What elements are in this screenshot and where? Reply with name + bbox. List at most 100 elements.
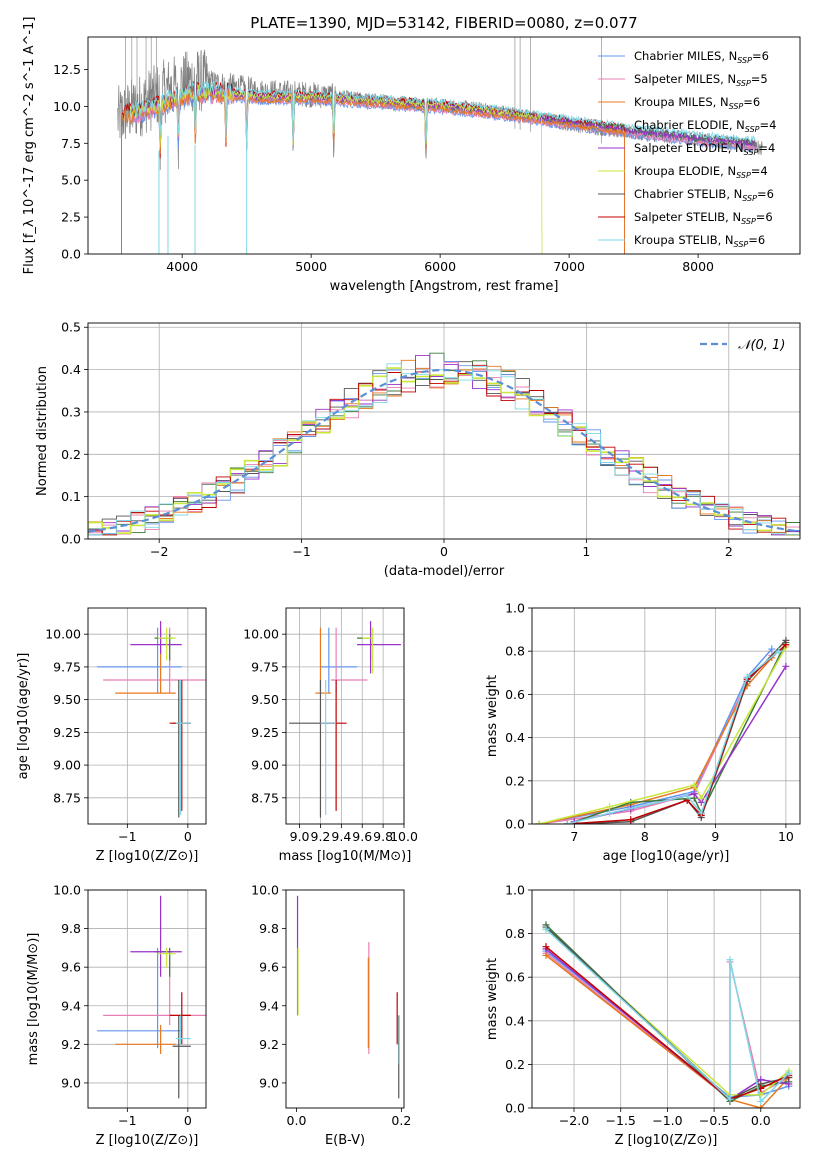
massweight-point-marker bbox=[606, 803, 614, 811]
legend-entry: Salpeter STELIB, NSSP=6 bbox=[634, 210, 773, 226]
legend-nssp-subscript: SSP bbox=[745, 125, 760, 134]
y-tick-label: 0.0 bbox=[505, 817, 525, 832]
age-vs-mass-panel: 9.0 9.2 9.4 9.6 9.810.0 8.75 9.00 9.25 9.50 9.75 1… bbox=[243, 607, 418, 864]
y-tick-label: 9.00 bbox=[251, 758, 279, 773]
y-tick-label: 0.4 bbox=[61, 362, 81, 377]
axes-frame bbox=[285, 889, 405, 1109]
legend-nssp-value: =5 bbox=[751, 72, 768, 86]
x-tick-label: −1.5 bbox=[606, 1113, 636, 1128]
legend-model-name: Chabrier STELIB bbox=[634, 187, 726, 201]
massweight-point-marker bbox=[757, 1097, 765, 1105]
massweight-series-line bbox=[545, 946, 790, 1101]
axes-frame bbox=[87, 36, 801, 255]
y-tick-label: 10.00 bbox=[243, 627, 279, 642]
massweight-point-marker bbox=[690, 781, 698, 789]
legend-nssp-value: =6 bbox=[748, 233, 765, 247]
y-tick-label: 10.00 bbox=[45, 627, 81, 642]
massweight-point-marker bbox=[775, 647, 783, 655]
y-tick-label: 9.0 bbox=[259, 1075, 279, 1090]
legend-nssp-prefix: , N bbox=[720, 72, 736, 86]
axes-frame bbox=[87, 889, 207, 1109]
x-tick-label: −1 bbox=[292, 544, 310, 559]
legend-nssp-subscript: SSP bbox=[729, 102, 744, 111]
histogram-plot-area bbox=[88, 352, 800, 536]
massweight-point-marker bbox=[782, 662, 790, 670]
legend-nssp-subscript: SSP bbox=[737, 56, 752, 65]
legend-entry: Kroupa ELODIE, NSSP=4 bbox=[634, 164, 768, 180]
x-tick-label: 6000 bbox=[424, 259, 456, 274]
y-tick-label: 9.6 bbox=[259, 960, 279, 975]
legend-model-name: Kroupa MILES bbox=[634, 95, 713, 109]
legend-nssp-prefix: , N bbox=[721, 49, 737, 63]
massweight-point-marker bbox=[606, 809, 614, 817]
x-axis-label: (data-model)/error bbox=[384, 564, 505, 579]
legend-entry: Salpeter ELODIE, NSSP=4 bbox=[634, 141, 775, 157]
x-tick-label: −2 bbox=[150, 544, 168, 559]
legend-nssp-subscript: SSP bbox=[742, 194, 757, 203]
y-tick-label: 0.2 bbox=[505, 1057, 525, 1072]
x-axis-label: Z [log10(Z/Z⊙)] bbox=[615, 1133, 718, 1148]
massweight-point-marker bbox=[782, 641, 790, 649]
y-tick-label: 0.5 bbox=[61, 320, 81, 335]
legend-entry: Salpeter MILES, NSSP=5 bbox=[634, 72, 768, 88]
x-tick-label: −2.0 bbox=[559, 1113, 589, 1128]
y-tick-label: 9.2 bbox=[259, 1037, 279, 1052]
y-tick-label: 12.5 bbox=[53, 62, 81, 77]
x-tick-label: 8000 bbox=[682, 259, 714, 274]
legend-entry: Chabrier STELIB, NSSP=6 bbox=[634, 187, 774, 203]
mass-vs-metallicity-panel: −1 0 9.0 9.2 9.4 9.6 9.8 10.0 Z [log10(Z/Z⊙)] mas… bbox=[26, 883, 207, 1148]
errorbar-plot-area bbox=[289, 621, 401, 818]
massweight-point-marker bbox=[683, 792, 691, 800]
y-tick-label: 9.00 bbox=[53, 758, 81, 773]
x-tick-label: 0.0 bbox=[751, 1113, 771, 1128]
legend-nssp-value: =6 bbox=[756, 210, 773, 224]
legend-nssp-value: =4 bbox=[758, 141, 775, 155]
y-tick-label: 0.1 bbox=[61, 489, 81, 504]
massweight-point-marker bbox=[743, 673, 751, 681]
legend-nssp-value: =6 bbox=[743, 95, 760, 109]
y-tick-label: 1.0 bbox=[505, 883, 525, 898]
y-tick-label: 1.0 bbox=[505, 601, 525, 616]
legend-nssp-value: =4 bbox=[760, 118, 777, 132]
x-tick-label: −0.5 bbox=[699, 1113, 729, 1128]
y-tick-label: 9.4 bbox=[61, 998, 81, 1013]
legend-model-name: Salpeter MILES bbox=[634, 72, 720, 86]
legend-entry: Kroupa STELIB, NSSP=6 bbox=[634, 233, 765, 249]
x-tick-label: 9.0 bbox=[290, 829, 310, 844]
y-tick-label: 2.5 bbox=[61, 210, 81, 225]
massweight-vs-age-panel: 7 8 9 10 0.0 0.2 0.4 0.6 0.8 1.0 age [log10(age/yr… bbox=[485, 601, 801, 864]
x-tick-label: 9.4 bbox=[331, 829, 351, 844]
x-tick-label: 9.6 bbox=[352, 829, 372, 844]
legend-model-name: Salpeter STELIB bbox=[634, 210, 725, 224]
legend-nssp-value: =6 bbox=[752, 49, 769, 63]
y-tick-label: 10.0 bbox=[53, 883, 81, 898]
axes-frame bbox=[87, 607, 207, 825]
y-tick-label: 9.2 bbox=[61, 1037, 81, 1052]
x-tick-label: 1 bbox=[582, 544, 590, 559]
residual-histogram-panel: −2 −1 0 1 2 0.0 0.1 0.2 0.3 0.4 0.5 (data-model)/er… bbox=[35, 320, 801, 579]
y-tick-label: 0.4 bbox=[505, 730, 525, 745]
y-tick-label: 9.6 bbox=[61, 960, 81, 975]
legend-nssp-subscript: SSP bbox=[741, 217, 756, 226]
x-tick-label: 4000 bbox=[166, 259, 198, 274]
legend-model-name: Kroupa ELODIE bbox=[634, 164, 720, 178]
legend-nssp-value: =6 bbox=[757, 187, 774, 201]
x-tick-label: −1.0 bbox=[652, 1113, 682, 1128]
massweight-series-line bbox=[545, 928, 790, 1096]
massweight-point-marker bbox=[785, 1069, 793, 1077]
y-tick-label: 9.75 bbox=[53, 659, 81, 674]
y-tick-label: 0.8 bbox=[505, 926, 525, 941]
massweight-vs-metallicity-panel: −2.0 −1.5 −1.0 −0.5 0.0 0.0 0.2 0.4 0.6 0.8 1.0 Z [… bbox=[485, 883, 801, 1148]
legend-nssp-subscript: SSP bbox=[734, 240, 749, 249]
massweight-point-marker bbox=[690, 790, 698, 798]
legend-nssp-subscript: SSP bbox=[744, 148, 759, 157]
y-tick-label: 5.0 bbox=[61, 173, 81, 188]
x-tick-label: 5000 bbox=[295, 259, 327, 274]
legend-model-name: Chabrier MILES bbox=[634, 49, 721, 63]
x-tick-label: 10.0 bbox=[390, 829, 418, 844]
y-tick-label: 9.50 bbox=[53, 692, 81, 707]
axes-frame bbox=[87, 322, 801, 540]
legend-entry: 𝒩(0, 1) bbox=[738, 338, 785, 353]
axes-frame bbox=[531, 889, 801, 1109]
